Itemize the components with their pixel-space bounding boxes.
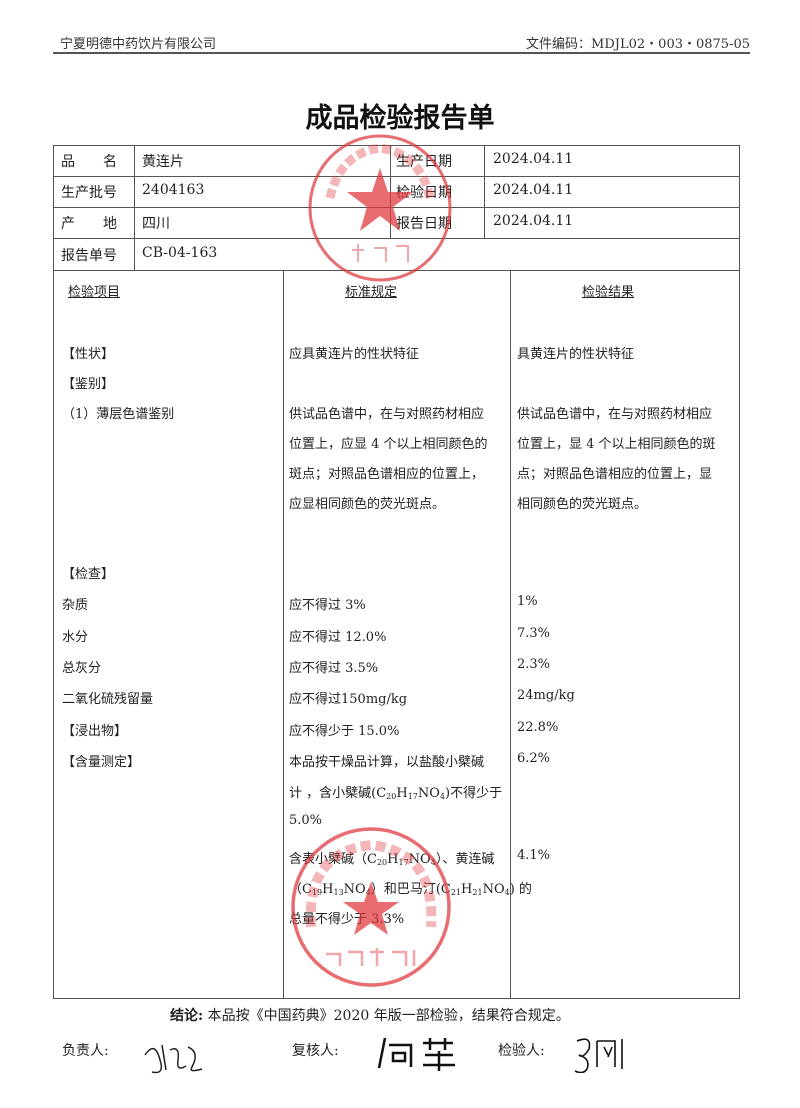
row-standard-line: 5.0% [289,813,323,828]
batch-label: 生产批号 [61,185,117,201]
row-result-line: 点；对照品色谱相应的位置上，显 [517,467,713,482]
conclusion: 结论: 本品按《中国药典》2020 年版一部检验，结果符合规定。 [170,1005,570,1025]
row-standard-line: 应不得过150mg/kg [289,692,408,707]
row-standard-line: 应具黄连片的性状特征 [289,347,420,362]
row-standard-line: 含表小檗碱（C20H17NO4）、黄连碱 [289,852,495,867]
row-item: 总灰分 [62,661,102,676]
row-divider [53,270,740,271]
row-item: 杂质 [62,598,89,613]
col-divider [283,270,284,998]
row-standard-line: 斑点；对照品色谱相应的位置上， [289,467,485,482]
row-result-line: 1% [517,594,538,609]
row-standard-line: 供试品色谱中，在与对照药材相应 [289,407,485,422]
row-item: 水分 [62,630,89,645]
row-divider [53,238,740,239]
report-date-label: 报告日期 [396,216,452,232]
row-result-line: 7.3% [517,626,551,641]
row-standard-line: 计 ，含小檗碱(C20H17NO4)不得少于 [289,786,503,801]
row-item: 【检查】 [62,567,115,582]
row-item: 【性状】 [62,347,115,362]
report-no-label: 报告单号 [61,248,117,264]
row-standard-line: 位置上，应显 4 个以上相同颜色的 [289,437,488,452]
report-date-value: 2024.04.11 [493,213,574,229]
origin-label: 产 地 [61,216,117,232]
row-item: 【浸出物】 [62,724,128,739]
row-standard-line: 应不得过 3% [289,598,366,613]
row-result-line: 22.8% [517,720,559,735]
row-result-line: 24mg/kg [517,688,575,703]
col-divider [134,145,135,270]
column-header-standard: 标准规定 [345,285,398,300]
row-result-line: 供试品色谱中，在与对照药材相应 [517,407,713,422]
row-standard-line: 应显相同颜色的荧光斑点。 [289,497,446,512]
row-result-line: 相同颜色的荧光斑点。 [517,497,648,512]
row-standard-line: 本品按干燥品计算，以盐酸小檗碱 [289,755,485,770]
test-date-value: 2024.04.11 [493,182,574,198]
col-divider [390,145,391,238]
col-divider [484,145,485,238]
prod-date-value: 2024.04.11 [493,151,574,167]
batch-value: 2404163 [142,182,205,198]
row-item: （1）薄层色谱鉴别 [62,407,175,422]
row-item: 二氧化硫残留量 [62,692,154,707]
origin-value: 四川 [142,216,170,232]
row-item: 【鉴别】 [62,377,115,392]
report-table [53,145,740,999]
responsible-label: 负责人: [62,1043,109,1059]
inspector-signature [574,1038,623,1073]
company-name: 宁夏明德中药饮片有限公司 [60,37,217,52]
test-date-label: 检验日期 [396,185,452,201]
column-header-result: 检验结果 [582,285,635,300]
col-divider [510,270,511,998]
product-value: 黄连片 [142,154,184,170]
row-result-line: 2.3% [517,657,551,672]
row-result-line: 具黄连片的性状特征 [517,347,635,362]
row-result-line: 位置上，显 4 个以上相同颜色的斑 [517,437,716,452]
reviewer-label: 复核人: [292,1043,339,1059]
row-result-line: 4.1% [517,848,551,863]
row-standard-line: 应不得少于 15.0% [289,724,400,739]
row-divider [53,998,740,999]
row-standard-line: 总量不得少于 3.3% [289,912,405,927]
page-title: 成品检验报告单 [305,103,495,134]
reviewer-signature [377,1037,455,1071]
column-header-item: 检验项目 [68,285,121,300]
row-standard-line: 应不得过 12.0% [289,630,387,645]
row-result-line: 6.2% [517,751,551,766]
prod-date-label: 生产日期 [396,154,452,170]
conclusion-label: 结论: [170,1008,204,1024]
row-standard-line: （C19H13NO4）和巴马汀(C21H21NO4) 的 [289,882,532,897]
document-code: 文件编码：MDJL02・003・0875-05 [526,37,750,52]
conclusion-text: 本品按《中国药典》2020 年版一部检验，结果符合规定。 [207,1008,570,1024]
inspector-label: 检验人: [498,1043,545,1059]
responsible-signature [144,1044,203,1074]
row-item: 【含量测定】 [62,755,141,770]
row-divider [53,207,740,208]
row-standard-line: 应不得过 3.5% [289,661,379,676]
header-divider [53,52,750,54]
report-no-value: CB-04-163 [142,245,218,261]
product-label: 品 名 [61,154,117,170]
row-divider [53,176,740,177]
